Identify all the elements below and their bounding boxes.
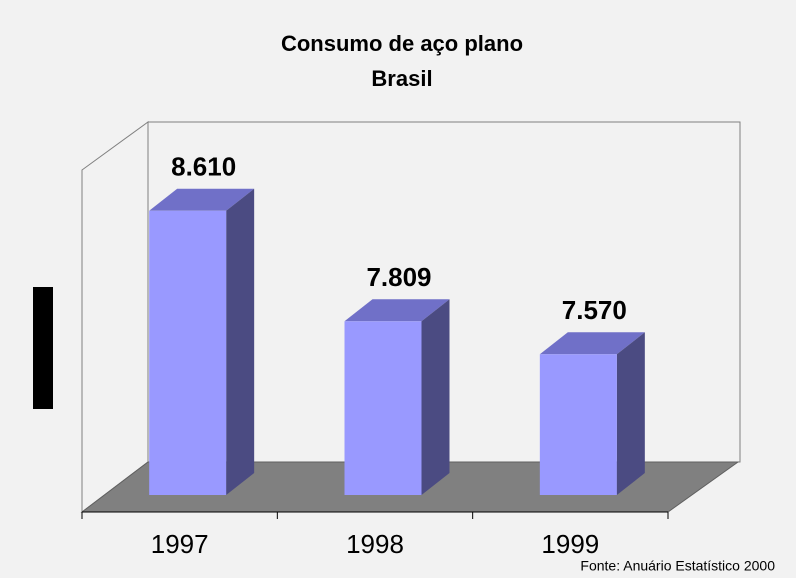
x-tick-label: 1997 [151,529,209,559]
bar [344,321,422,495]
bar-top [344,299,450,322]
bar-side [226,188,255,495]
chart-title: Consumo de aço plano [281,31,523,56]
bar-side [421,299,450,495]
bar-top [539,332,645,355]
x-tick-label: 1998 [346,529,404,559]
value-label: 7.809 [366,262,431,292]
value-label: 8.610 [171,152,236,182]
bar [539,354,617,495]
x-tick-label: 1999 [541,529,599,559]
bar-side [616,332,645,495]
redacted-axis-label [33,287,53,409]
bar [149,210,227,495]
chart-subtitle: Brasil [371,66,432,91]
bar-top [149,188,255,211]
value-label: 7.570 [562,295,627,325]
source-note: Fonte: Anuário Estatístico 2000 [580,558,775,574]
